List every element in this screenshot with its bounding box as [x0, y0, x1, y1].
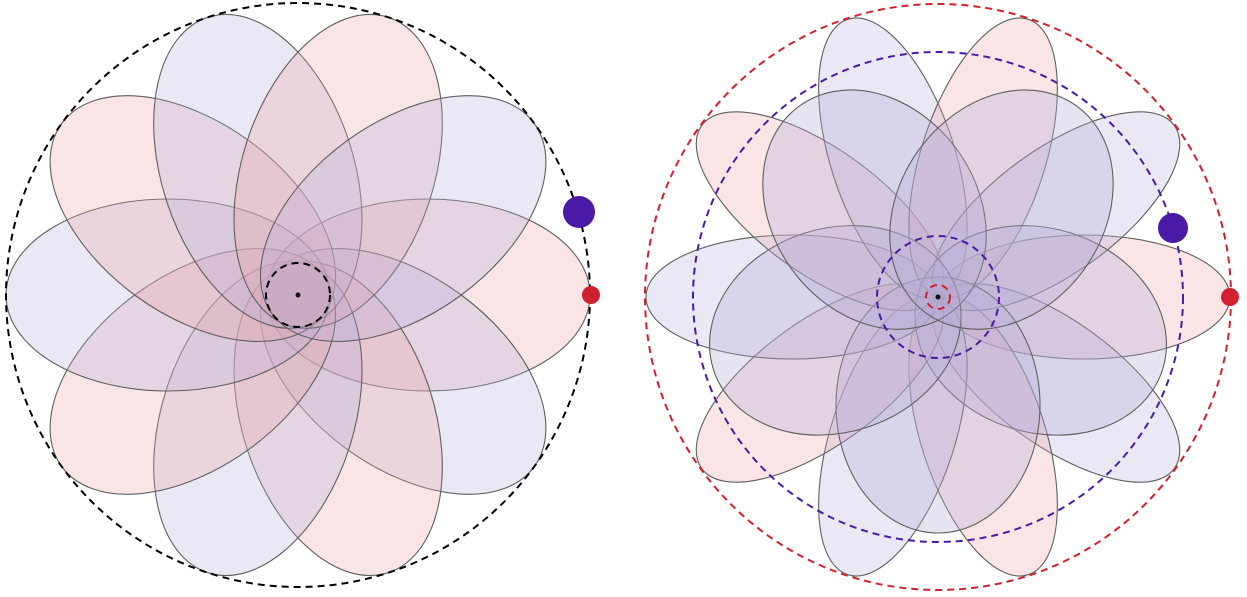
orbit-ellipse — [889, 89, 1114, 330]
center-point — [935, 294, 941, 300]
purple-marker-dot — [563, 196, 595, 228]
middle-orbit-circle — [692, 51, 1184, 543]
inner-orbit-circle — [925, 284, 951, 310]
right-orbit-diagram — [644, 3, 1239, 591]
left-orbit-diagram — [5, 2, 600, 588]
inner-orbit-circle — [876, 235, 1000, 359]
red-marker-dot — [582, 286, 600, 304]
center-point — [295, 292, 301, 298]
orbit-ellipse — [49, 95, 337, 343]
purple-marker-dot — [1158, 213, 1188, 243]
ellipse-petals — [5, 13, 591, 577]
orbit-ellipse — [762, 89, 987, 330]
orbit-ellipse — [835, 276, 1041, 534]
ellipse-petals-wide — [708, 89, 1168, 534]
red-marker-dot — [1221, 288, 1239, 306]
ellipse-petals — [645, 17, 1231, 577]
inner-orbit-circle — [265, 262, 331, 328]
